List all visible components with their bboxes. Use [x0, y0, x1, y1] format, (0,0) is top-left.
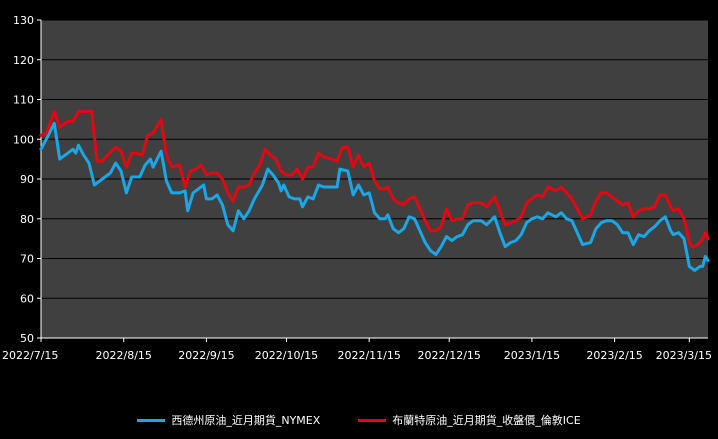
x-tick-label: 2022/11/15 — [337, 349, 400, 362]
series-line-wti — [39, 121, 710, 272]
line-chart: 50 60 70 80 90 100 110 120 130 2022/7/15 2022/8/1… — [2, 14, 712, 362]
y-tick-label: 130 — [13, 14, 34, 27]
y-tick-label: 120 — [13, 54, 34, 67]
legend-swatch-wti — [137, 418, 166, 422]
legend-label-brent: 布蘭特原油_近月期貨_收盤價_倫敦ICE — [392, 414, 581, 427]
legend: 西德州原油_近月期貨_NYMEX 布蘭特原油_近月期貨_收盤價_倫敦ICE — [0, 408, 718, 432]
y-tick-label: 50 — [20, 332, 34, 345]
y-tick-label: 70 — [20, 253, 34, 266]
x-tick-label: 2023/2/15 — [586, 349, 642, 362]
x-tick-label: 2022/9/15 — [178, 349, 234, 362]
y-tick-label: 90 — [20, 173, 34, 186]
series-line-brent — [39, 109, 710, 249]
legend-swatch-brent — [358, 418, 387, 422]
y-tick-label: 110 — [13, 94, 34, 107]
series-lines — [39, 109, 710, 272]
y-tick-label: 100 — [13, 133, 34, 146]
x-tick-label: 2022/8/15 — [96, 349, 152, 362]
y-axis: 50 60 70 80 90 100 110 120 130 — [13, 14, 42, 345]
legend-item-wti[interactable]: 西德州原油_近月期貨_NYMEX — [137, 408, 320, 432]
y-tick-label: 80 — [20, 213, 34, 226]
x-tick-label: 2022/12/15 — [418, 349, 481, 362]
x-tick-label: 2023/1/15 — [504, 349, 560, 362]
y-tick-label: 60 — [20, 292, 34, 305]
x-tick-label: 2023/3/15 — [656, 349, 712, 362]
x-axis: 2022/7/15 2022/8/15 2022/9/15 2022/10/15 202… — [2, 337, 712, 362]
x-tick-label: 2022/10/15 — [255, 349, 318, 362]
x-tick-label: 2022/7/15 — [2, 349, 58, 362]
legend-label-wti: 西德州原油_近月期貨_NYMEX — [171, 414, 321, 427]
legend-item-brent[interactable]: 布蘭特原油_近月期貨_收盤價_倫敦ICE — [358, 408, 581, 432]
